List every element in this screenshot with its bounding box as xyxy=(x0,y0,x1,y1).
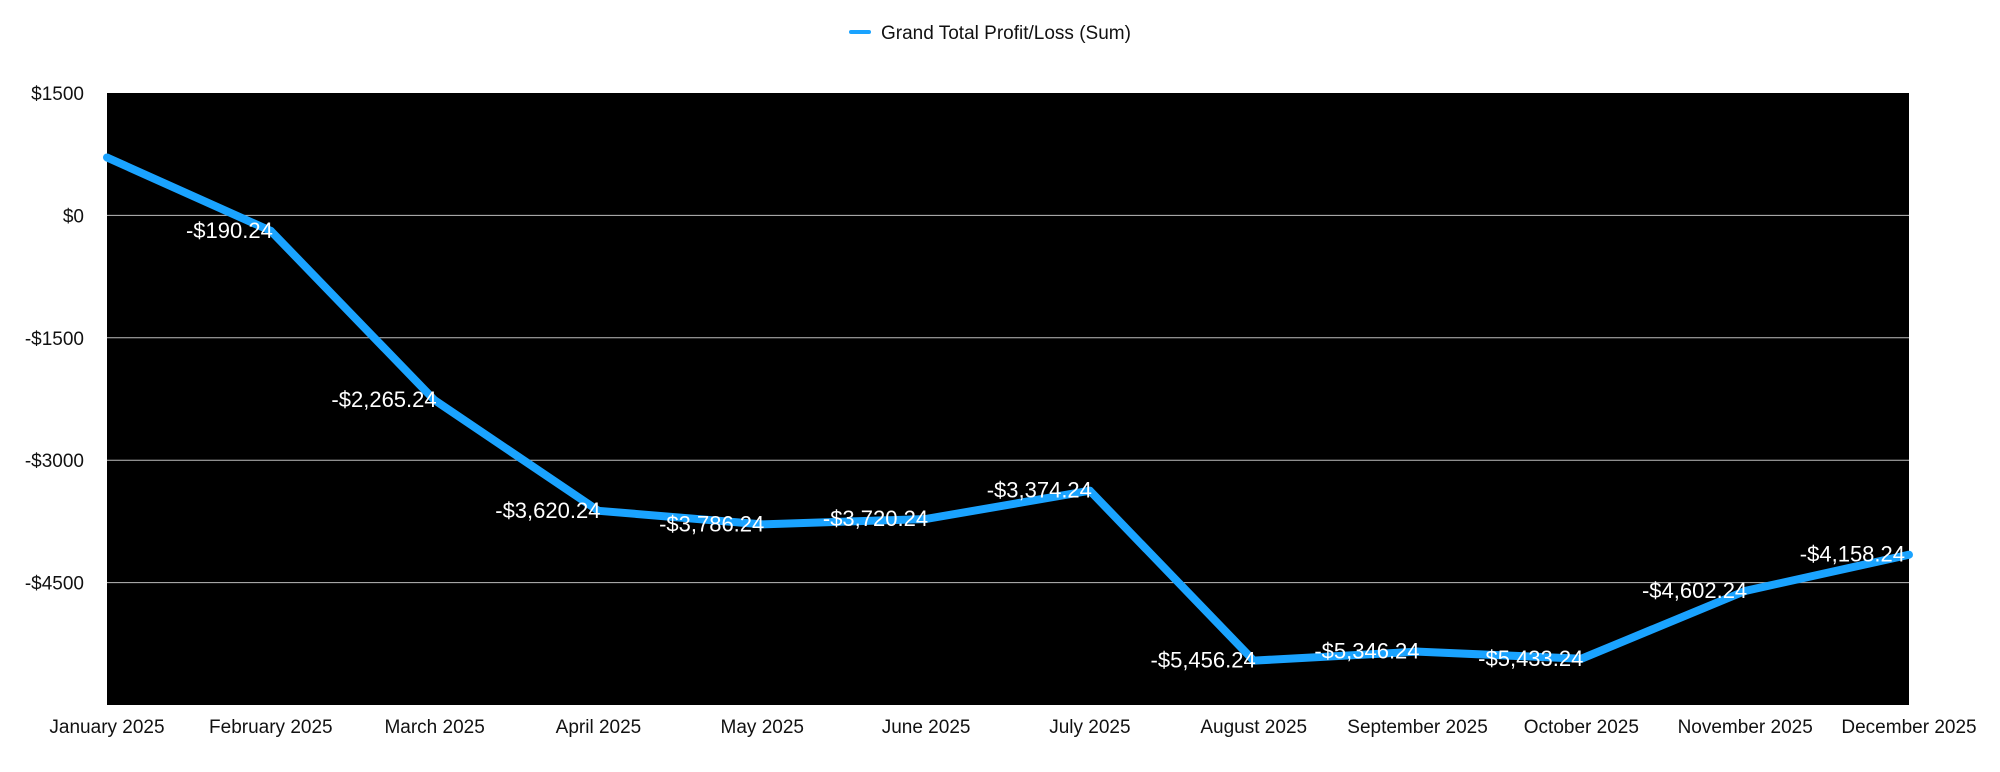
gridlines xyxy=(107,214,1909,584)
x-tick-label: August 2025 xyxy=(1200,717,1307,738)
data-point xyxy=(103,153,111,162)
y-tick-label: $1500 xyxy=(31,84,84,105)
data-point xyxy=(430,396,439,405)
data-label: -$5,346.24 xyxy=(1314,639,1419,664)
x-tick-label: June 2025 xyxy=(882,717,971,738)
data-point xyxy=(758,520,767,529)
y-tick-label: -$1500 xyxy=(25,329,84,350)
legend-label: Grand Total Profit/Loss (Sum) xyxy=(881,23,1131,44)
x-tick-label: February 2025 xyxy=(209,717,333,738)
data-label: -$2,265.24 xyxy=(331,387,436,412)
data-point xyxy=(1249,656,1258,665)
legend: Grand Total Profit/Loss (Sum) xyxy=(849,23,1131,44)
x-tick-label: October 2025 xyxy=(1524,717,1639,738)
data-label: -$4,602.24 xyxy=(1642,578,1747,603)
data-label: -$3,374.24 xyxy=(987,478,1092,503)
data-point xyxy=(1905,550,1913,559)
data-point xyxy=(1577,654,1586,663)
data-label: -$3,786.24 xyxy=(659,511,764,536)
y-tick-label: -$3000 xyxy=(25,451,84,472)
data-point xyxy=(1085,486,1094,495)
data-label: -$4,158.24 xyxy=(1800,542,1905,567)
x-tick-label: April 2025 xyxy=(556,717,642,738)
x-tick-label: January 2025 xyxy=(49,717,164,738)
data-label: -$190.24 xyxy=(186,218,273,243)
data-point xyxy=(266,226,275,235)
data-label: -$3,620.24 xyxy=(495,498,600,523)
x-tick-label: December 2025 xyxy=(1841,717,1976,738)
plot-area xyxy=(107,93,1909,705)
data-label: -$5,456.24 xyxy=(1151,648,1256,673)
x-tick-label: November 2025 xyxy=(1678,717,1813,738)
data-label: -$5,433.24 xyxy=(1478,646,1583,671)
x-axis: January 2025 February 2025 March 2025 April… xyxy=(49,717,1976,738)
y-tick-label: -$4500 xyxy=(25,574,84,595)
data-point xyxy=(594,506,603,515)
data-label: -$3,720.24 xyxy=(823,506,928,531)
x-tick-label: July 2025 xyxy=(1049,717,1130,738)
data-point xyxy=(1413,647,1422,656)
y-tick-label: $0 xyxy=(63,206,84,227)
x-tick-label: March 2025 xyxy=(384,717,484,738)
x-tick-label: May 2025 xyxy=(721,717,804,738)
data-labels: -$190.24 -$2,265.24 -$3,620.24 -$3,786.24 -$… xyxy=(186,218,1905,673)
data-point xyxy=(922,514,931,523)
y-axis: $1500 $0 -$1500 -$3000 -$4500 xyxy=(25,84,84,595)
series-line xyxy=(105,153,1910,665)
data-point xyxy=(1741,586,1750,595)
x-tick-label: September 2025 xyxy=(1347,717,1488,738)
series-layer xyxy=(103,153,1913,665)
